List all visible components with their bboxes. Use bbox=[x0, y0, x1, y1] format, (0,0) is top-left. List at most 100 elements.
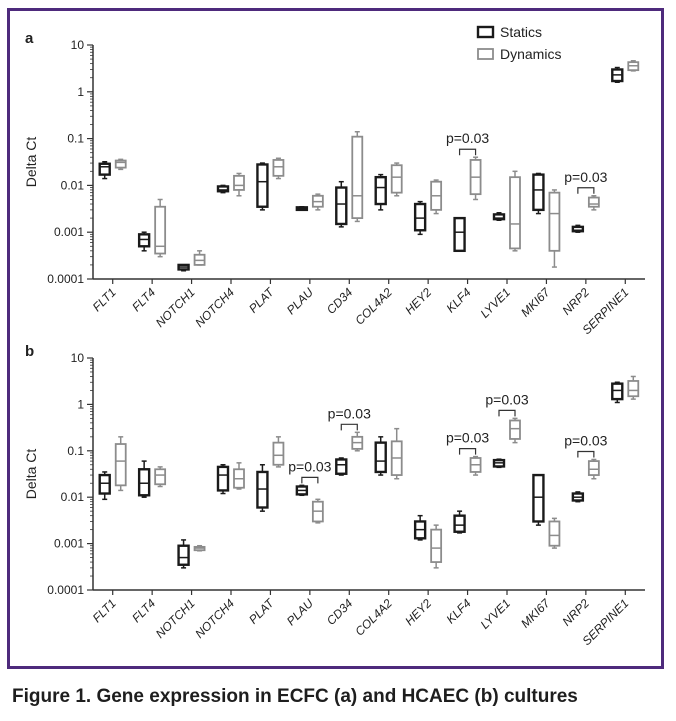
box-statics-mki67 bbox=[532, 173, 545, 212]
y-tick-label: 1 bbox=[77, 85, 84, 99]
box-dynamics-plat bbox=[272, 441, 285, 466]
y-tick-label: 1 bbox=[77, 397, 84, 411]
box-dynamics-notch4 bbox=[233, 174, 245, 191]
legend-swatch-statics bbox=[476, 25, 495, 39]
y-tick-label: 0.0001 bbox=[47, 272, 84, 286]
x-tick-label-nrp2: NRP2 bbox=[559, 596, 592, 629]
box-statics-nrp2 bbox=[571, 225, 585, 233]
panel-label: a bbox=[25, 30, 34, 47]
box-statics-lyve1 bbox=[492, 213, 506, 221]
box-dynamics-cd34 bbox=[351, 135, 364, 220]
y-axis-label: Delta Ct bbox=[23, 137, 39, 188]
box-statics-mki67 bbox=[532, 473, 545, 523]
x-tick-label-notch4: NOTCH4 bbox=[192, 285, 237, 330]
x-tick-label-notch4: NOTCH4 bbox=[192, 596, 237, 641]
sig-label-lyve1: p=0.03 bbox=[485, 391, 528, 407]
x-tick-label-plat: PLAT bbox=[246, 284, 278, 316]
box-statics-cd34 bbox=[335, 186, 348, 226]
box-statics-serpine1 bbox=[611, 382, 624, 401]
y-tick-label: 0.0001 bbox=[47, 583, 84, 597]
sig-label-nrp2: p=0.03 bbox=[564, 169, 607, 185]
box-dynamics-flt1 bbox=[114, 159, 127, 169]
x-tick-label-hey2: HEY2 bbox=[402, 596, 434, 628]
box-statics-notch1 bbox=[177, 544, 190, 566]
box-statics-klf4 bbox=[453, 216, 466, 253]
x-tick-label-flt1: FLT1 bbox=[90, 596, 119, 625]
box-statics-flt4 bbox=[137, 233, 151, 248]
box-statics-flt1 bbox=[98, 162, 111, 176]
y-tick-label: 10 bbox=[71, 38, 85, 52]
box-dynamics-serpine1 bbox=[627, 380, 640, 398]
y-tick-label: 0.01 bbox=[61, 490, 85, 504]
sig-label-klf4: p=0.03 bbox=[446, 430, 489, 446]
sig-bracket-cd34 bbox=[340, 423, 358, 431]
box-statics-flt4 bbox=[137, 468, 151, 497]
x-tick-label-col4a2: COL4A2 bbox=[352, 285, 395, 328]
box-statics-klf4 bbox=[453, 514, 466, 533]
sig-label-klf4: p=0.03 bbox=[446, 130, 489, 146]
y-tick-label: 10 bbox=[71, 351, 85, 365]
x-tick-label-flt1: FLT1 bbox=[90, 285, 119, 314]
x-tick-label-flt4: FLT4 bbox=[129, 285, 158, 314]
sig-label-plau: p=0.03 bbox=[288, 458, 331, 474]
legend-swatch-dynamics bbox=[477, 48, 494, 60]
box-dynamics-nrp2 bbox=[587, 196, 600, 208]
x-tick-label-plau: PLAU bbox=[284, 596, 316, 628]
box-statics-flt1 bbox=[98, 473, 111, 495]
figure-caption: Figure 1. Gene expression in ECFC (a) an… bbox=[12, 686, 578, 707]
y-tick-label: 0.001 bbox=[54, 537, 84, 551]
box-statics-col4a2 bbox=[374, 441, 387, 474]
box-dynamics-flt1 bbox=[114, 443, 127, 487]
x-tick-label-cd34: CD34 bbox=[324, 285, 356, 317]
y-tick-label: 0.1 bbox=[67, 444, 84, 458]
y-tick-label: 0.01 bbox=[61, 178, 85, 192]
sig-bracket-nrp2 bbox=[577, 187, 595, 194]
x-tick-label-hey2: HEY2 bbox=[402, 285, 434, 317]
y-axis-label: Delta Ct bbox=[23, 449, 39, 500]
sig-bracket-plau bbox=[301, 476, 319, 484]
box-dynamics-hey2 bbox=[430, 528, 443, 563]
box-statics-plat bbox=[256, 163, 269, 208]
x-tick-label-notch1: NOTCH1 bbox=[153, 596, 198, 641]
box-statics-col4a2 bbox=[374, 175, 387, 206]
box-statics-hey2 bbox=[413, 202, 427, 232]
panel-label: b bbox=[25, 343, 34, 360]
x-tick-label-nrp2: NRP2 bbox=[559, 285, 592, 318]
x-tick-label-klf4: KLF4 bbox=[444, 285, 474, 315]
legend-label-dynamics: Dynamics bbox=[500, 46, 561, 62]
box-dynamics-flt4 bbox=[154, 205, 167, 255]
sig-bracket-klf4 bbox=[458, 447, 477, 455]
box-dynamics-plat bbox=[272, 159, 285, 177]
sig-bracket-lyve1 bbox=[498, 409, 516, 417]
box-dynamics-mki67 bbox=[548, 191, 561, 252]
box-statics-cd34 bbox=[335, 458, 348, 475]
x-tick-label-klf4: KLF4 bbox=[444, 596, 474, 626]
y-tick-label: 0.001 bbox=[54, 225, 84, 239]
x-tick-label-plat: PLAT bbox=[246, 595, 278, 627]
box-dynamics-col4a2 bbox=[390, 164, 403, 194]
box-dynamics-nrp2 bbox=[587, 460, 600, 476]
y-tick-label: 0.1 bbox=[67, 132, 84, 146]
x-tick-label-flt4: FLT4 bbox=[129, 596, 158, 625]
x-tick-label-col4a2: COL4A2 bbox=[352, 596, 395, 639]
x-tick-label-lyve1: LYVE1 bbox=[478, 285, 514, 321]
sig-bracket-klf4 bbox=[458, 148, 477, 156]
x-tick-label-mki67: MKI67 bbox=[518, 595, 553, 630]
box-dynamics-mki67 bbox=[548, 520, 561, 547]
box-statics-notch4 bbox=[216, 185, 230, 193]
box-dynamics-lyve1 bbox=[509, 176, 521, 250]
box-statics-notch4 bbox=[216, 465, 230, 492]
legend-label-statics: Statics bbox=[500, 24, 542, 40]
x-tick-label-cd34: CD34 bbox=[324, 596, 356, 628]
x-tick-label-notch1: NOTCH1 bbox=[153, 285, 198, 330]
figure-frame: a Delta Ct 10 1 0.1 0.01 0.001 0.0001 FLT1 FLT4 NO… bbox=[7, 8, 664, 669]
box-dynamics-flt4 bbox=[154, 468, 167, 486]
x-tick-label-plau: PLAU bbox=[284, 285, 316, 317]
sig-bracket-nrp2 bbox=[577, 450, 595, 458]
sig-label-nrp2: p=0.03 bbox=[564, 432, 607, 448]
sig-label-cd34: p=0.03 bbox=[328, 405, 371, 421]
x-tick-label-mki67: MKI67 bbox=[518, 284, 553, 319]
